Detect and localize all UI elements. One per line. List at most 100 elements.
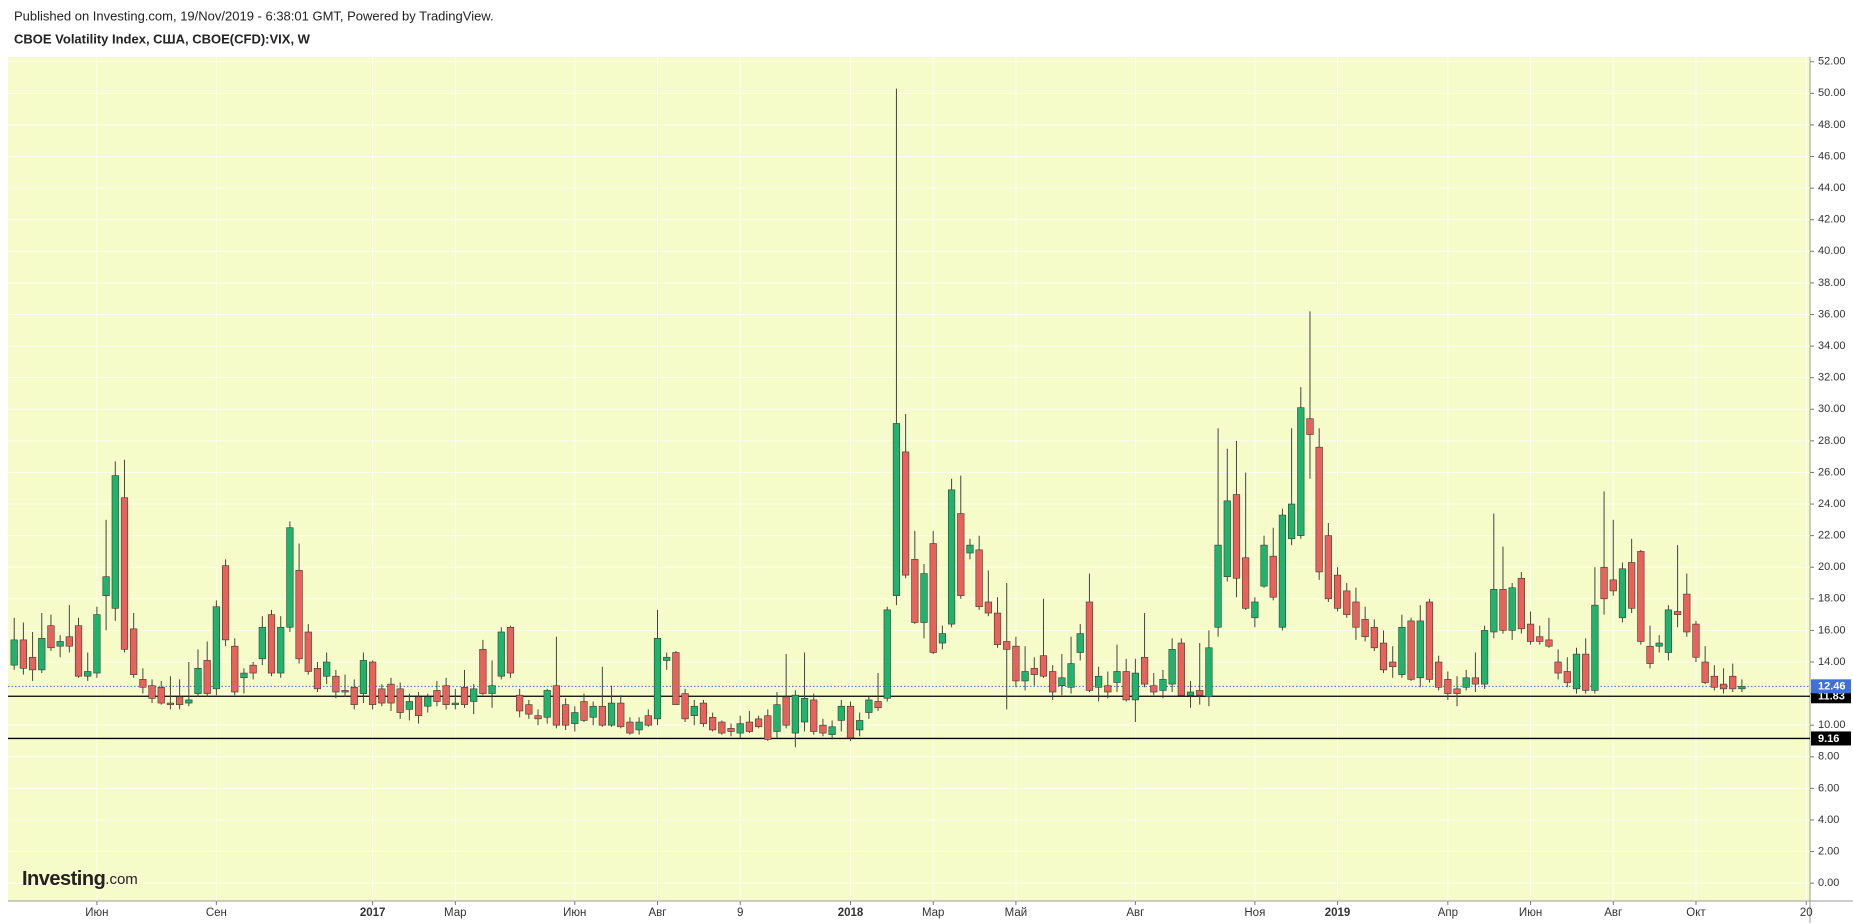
candle-body bbox=[56, 641, 64, 647]
candle-body bbox=[130, 628, 138, 675]
candle-body bbox=[1168, 649, 1176, 685]
candle-body bbox=[1554, 661, 1562, 674]
candle-body bbox=[1453, 688, 1461, 694]
candle-body bbox=[304, 631, 312, 672]
candle-body bbox=[1269, 555, 1277, 598]
candle-body bbox=[1333, 574, 1342, 609]
candle-body bbox=[883, 609, 891, 699]
y-tick-label: 2.00 bbox=[1818, 845, 1839, 857]
candle-body bbox=[1462, 677, 1470, 688]
candle-body bbox=[38, 638, 46, 671]
x-tick-label: Авг bbox=[649, 907, 667, 919]
candle-body bbox=[185, 699, 193, 704]
candle-body bbox=[745, 721, 753, 732]
candle-body bbox=[332, 675, 340, 693]
last-price-label-bg bbox=[1811, 679, 1851, 694]
candle-body bbox=[1379, 642, 1388, 671]
candle-body bbox=[387, 683, 395, 704]
candle-body bbox=[212, 606, 220, 690]
x-tick-label: Авг bbox=[1126, 907, 1144, 919]
candle-body bbox=[1444, 679, 1452, 694]
candle-body bbox=[773, 704, 781, 732]
candle-body bbox=[1251, 601, 1259, 619]
candle-body bbox=[947, 489, 956, 625]
candle-body bbox=[65, 636, 73, 647]
candle-body bbox=[1361, 619, 1369, 638]
candle-body bbox=[93, 614, 101, 674]
candle-body bbox=[1738, 686, 1746, 690]
x-tick-label: 2018 bbox=[838, 907, 864, 919]
candle-body bbox=[525, 704, 533, 715]
x-tick-label: Окт bbox=[1686, 907, 1706, 919]
candle-body bbox=[323, 661, 331, 677]
candle-body bbox=[1260, 544, 1268, 587]
x-tick-label: Ноя bbox=[1244, 907, 1265, 919]
candle-body bbox=[846, 705, 855, 739]
candle-body bbox=[1389, 661, 1397, 668]
candle-body bbox=[1701, 661, 1709, 683]
candle-body bbox=[405, 701, 413, 710]
candle-body bbox=[791, 694, 799, 734]
candle-body bbox=[635, 721, 643, 731]
candle-body bbox=[810, 699, 818, 732]
y-tick-label: 14.00 bbox=[1818, 656, 1846, 668]
candle-body bbox=[1600, 566, 1608, 600]
candle-body bbox=[672, 652, 680, 705]
candle-body bbox=[975, 549, 983, 608]
candle-body bbox=[1435, 661, 1443, 688]
candle-body bbox=[1508, 587, 1516, 631]
candle-body bbox=[1490, 589, 1498, 633]
candle-body bbox=[1085, 601, 1094, 691]
candle-body bbox=[84, 671, 92, 677]
candle-body bbox=[295, 570, 303, 660]
last-price-label: 12.46 bbox=[1818, 681, 1846, 693]
candle-body bbox=[1003, 641, 1011, 650]
candle-body bbox=[102, 576, 110, 596]
candle-body bbox=[1683, 593, 1691, 633]
candle-body bbox=[414, 696, 423, 717]
candle-body bbox=[727, 728, 735, 732]
y-tick-label: 30.00 bbox=[1818, 403, 1846, 415]
candle-body bbox=[148, 685, 156, 699]
candle-body bbox=[203, 660, 211, 694]
candle-body bbox=[598, 705, 606, 726]
candle-body bbox=[1131, 672, 1139, 701]
candle-body bbox=[1582, 653, 1590, 691]
candle-body bbox=[1398, 626, 1406, 675]
candle-body bbox=[194, 668, 202, 694]
candle-body bbox=[47, 625, 55, 649]
candle-body bbox=[460, 686, 469, 705]
candle-body bbox=[589, 705, 597, 718]
x-tick-label: 20 bbox=[1800, 907, 1813, 919]
candle-body bbox=[1637, 551, 1645, 642]
candle-body bbox=[644, 715, 652, 726]
candle-body bbox=[1232, 494, 1241, 579]
candle-body bbox=[865, 699, 873, 713]
x-tick-label: 2017 bbox=[360, 907, 386, 919]
candle-body bbox=[1646, 645, 1654, 664]
candle-body bbox=[1306, 418, 1314, 435]
y-tick-label: 46.00 bbox=[1818, 150, 1846, 162]
candle-body bbox=[424, 696, 432, 707]
candle-body bbox=[1673, 611, 1682, 615]
y-tick-label: 40.00 bbox=[1818, 245, 1846, 257]
y-tick-label: 48.00 bbox=[1818, 119, 1846, 131]
candle-body bbox=[470, 688, 478, 702]
candle-body bbox=[240, 672, 248, 679]
candle-body bbox=[1692, 623, 1700, 658]
candle-body bbox=[571, 712, 579, 724]
y-tick-label: 4.00 bbox=[1818, 814, 1839, 826]
candle-body bbox=[479, 649, 487, 694]
candle-body bbox=[1159, 679, 1167, 691]
candle-body bbox=[1352, 601, 1360, 628]
candle-body bbox=[249, 664, 257, 674]
candle-body bbox=[157, 686, 165, 704]
x-tick-label: Мар bbox=[444, 907, 467, 919]
logo-suffix: .com bbox=[105, 871, 138, 888]
candle-body bbox=[1370, 626, 1378, 649]
candle-body bbox=[1278, 514, 1287, 628]
candle-body bbox=[617, 702, 625, 728]
candle-body bbox=[1205, 647, 1213, 698]
candle-body bbox=[313, 668, 322, 690]
